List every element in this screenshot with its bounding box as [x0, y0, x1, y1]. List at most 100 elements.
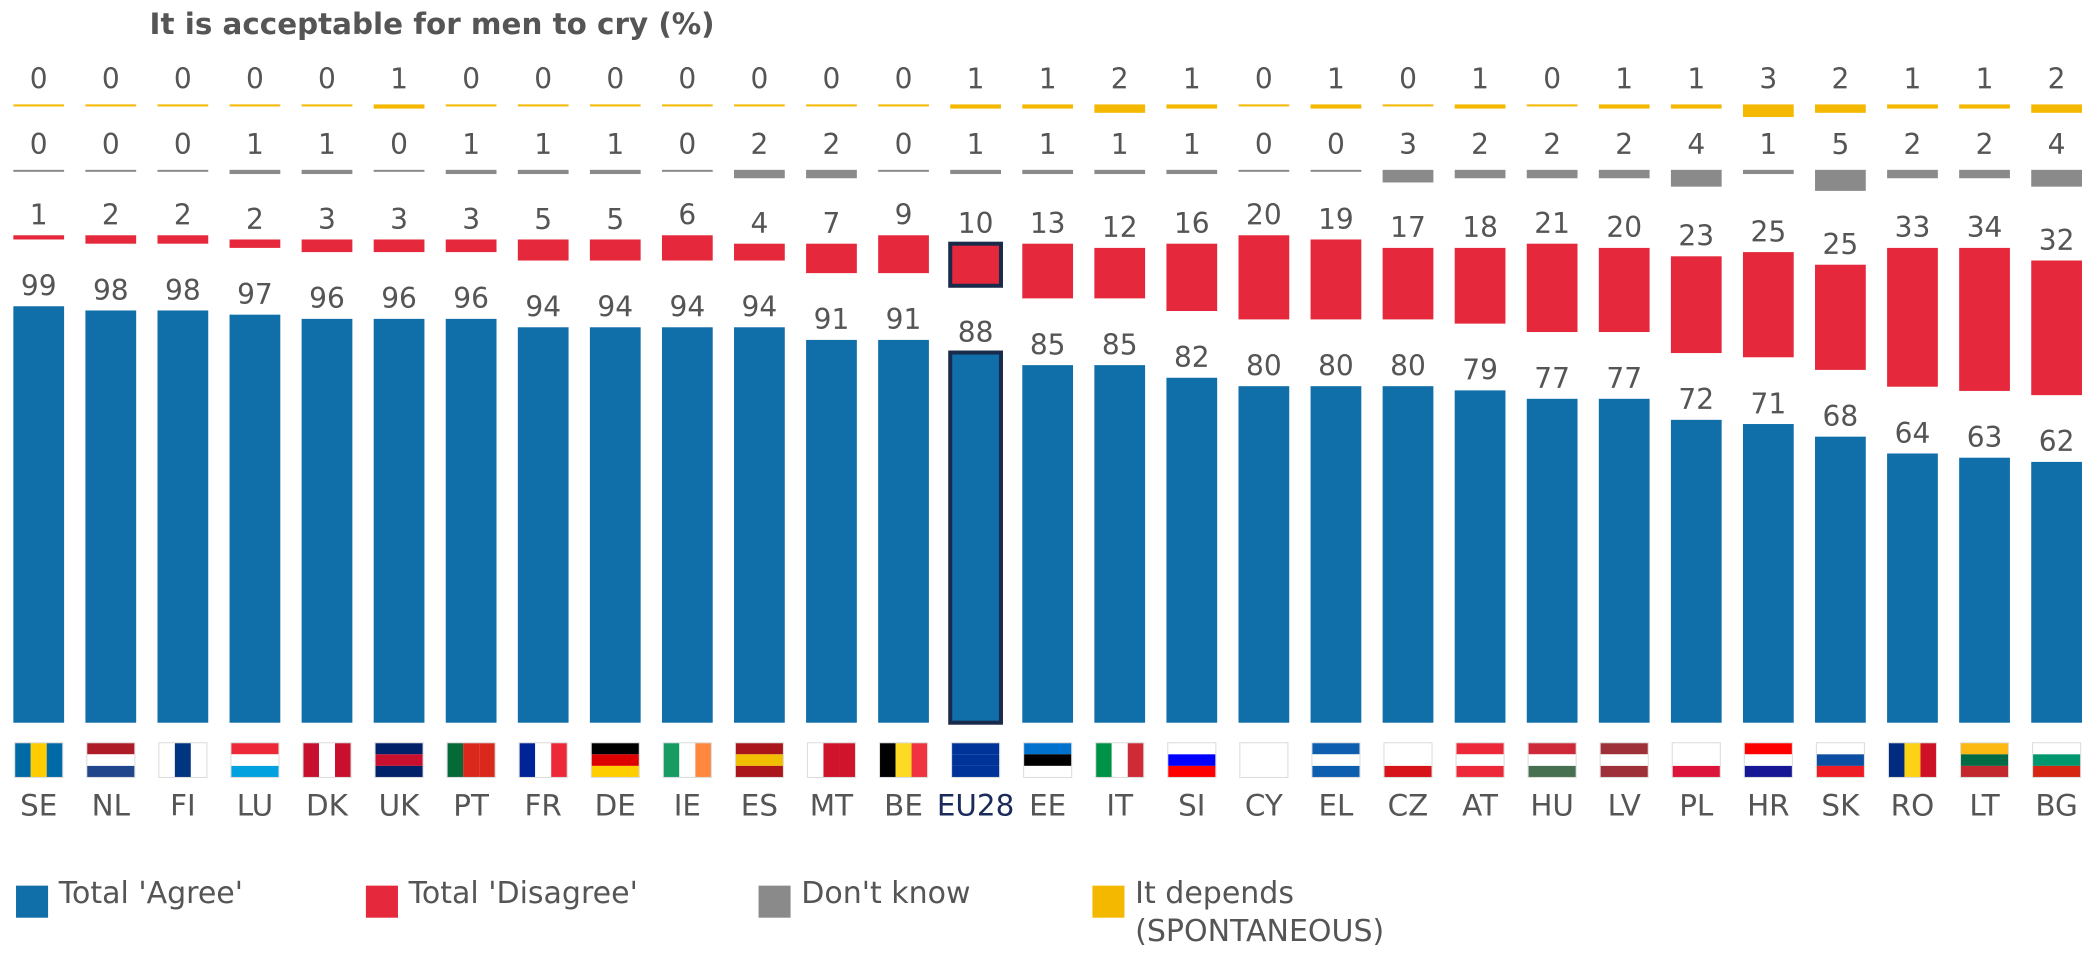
agree-bar	[1310, 386, 1362, 723]
flag-border	[302, 742, 352, 779]
disagree-label: 23	[1678, 220, 1714, 253]
flag-border	[1887, 742, 1938, 779]
disagree-bar	[445, 239, 497, 253]
dontknow-bar	[1598, 169, 1650, 179]
flag-stripe	[879, 742, 896, 778]
agree-bar	[2031, 461, 2082, 723]
agree-bar	[1238, 386, 1290, 723]
depends-bar	[301, 104, 353, 107]
disagree-bar	[1959, 247, 2010, 391]
dontknow-bar	[1238, 169, 1290, 172]
agree-label: 91	[886, 303, 922, 336]
disagree-label: 3	[390, 203, 408, 236]
flag-stripe	[591, 765, 640, 778]
dontknow-label: 2	[1471, 128, 1489, 161]
flag-border	[1599, 742, 1649, 779]
dontknow-bar	[1454, 169, 1506, 179]
flag-stripe	[735, 765, 784, 778]
agree-label: 97	[237, 278, 273, 311]
x-tick-label: EE	[1029, 788, 1066, 822]
flag-stripe	[1239, 765, 1288, 778]
depends-label: 2	[2048, 62, 2066, 95]
x-tick-label: FR	[525, 788, 562, 822]
flag-border	[14, 742, 64, 779]
agree-label: 91	[814, 303, 850, 336]
flag-stripe	[1920, 742, 1937, 778]
disagree-bar	[948, 241, 1003, 288]
disagree-bar	[1094, 247, 1146, 299]
flag-stripe	[1904, 742, 1921, 778]
disagree-bar	[373, 239, 425, 253]
dontknow-label: 2	[750, 128, 768, 161]
flag-stripe	[479, 742, 496, 778]
agree-bar	[1887, 453, 1938, 723]
flag-stripe	[1167, 765, 1216, 778]
agree-bar	[1382, 386, 1434, 723]
flag-border	[1671, 742, 1721, 779]
flag-stripe	[679, 742, 696, 778]
depends-bar	[1454, 104, 1506, 109]
agree-bar	[1094, 365, 1146, 723]
flag-stripe	[335, 742, 352, 778]
flag-stripe	[1744, 742, 1793, 755]
flag-stripe	[823, 742, 840, 778]
depends-label: 0	[823, 62, 841, 95]
x-tick-label: IT	[1106, 788, 1134, 822]
depends-label: 0	[534, 62, 552, 95]
flag-stripe	[807, 742, 824, 778]
flag-stripe	[663, 742, 680, 778]
dontknow-bar	[878, 169, 929, 172]
x-tick-label: NL	[92, 788, 131, 822]
agree-bar	[734, 327, 785, 723]
x-tick-label: SK	[1821, 788, 1860, 822]
flag-stripe	[1816, 765, 1865, 778]
disagree-bar	[1310, 239, 1362, 320]
x-tick-label: HR	[1747, 788, 1790, 822]
depends-bar	[1815, 104, 1866, 113]
flag-stripe	[1167, 742, 1216, 755]
disagree-bar	[1526, 243, 1578, 333]
dontknow-label: 0	[30, 128, 48, 161]
agree-bar	[589, 327, 641, 723]
flag-stripe	[230, 742, 279, 755]
dontknow-label: 1	[1111, 128, 1129, 161]
dontknow-bar	[1310, 169, 1362, 172]
dontknow-bar	[2031, 169, 2082, 187]
agree-bar	[229, 314, 281, 723]
depends-label: 0	[1399, 62, 1417, 95]
flag-stripe	[519, 742, 536, 778]
flag-stripe	[1111, 742, 1128, 778]
x-tick-label: RO	[1891, 788, 1935, 822]
disagree-label: 3	[462, 203, 480, 236]
flag-border	[1527, 742, 1577, 779]
flag-stripe	[551, 742, 568, 778]
disagree-bar	[1382, 247, 1434, 320]
agree-bar	[1815, 436, 1866, 723]
x-tick-label: LU	[237, 788, 273, 822]
dontknow-bar	[1382, 169, 1434, 183]
flag-stripe	[174, 742, 191, 778]
depends-label: 1	[1615, 62, 1633, 95]
depends-bar	[1094, 104, 1146, 113]
depends-label: 1	[1183, 62, 1201, 95]
x-tick-label: MT	[810, 788, 854, 822]
flag-stripe	[1383, 742, 1433, 755]
disagree-bar	[1454, 247, 1506, 324]
agree-label: 72	[1678, 383, 1714, 416]
agree-label: 80	[1390, 349, 1426, 382]
depends-bar	[2031, 104, 2082, 113]
dontknow-label: 1	[1183, 128, 1201, 161]
agree-label: 80	[1246, 349, 1282, 382]
depends-label: 1	[1687, 62, 1705, 95]
agree-label: 71	[1751, 387, 1787, 420]
flag-stripe	[1023, 754, 1072, 766]
flag-stripe	[1816, 754, 1865, 766]
disagree-label: 1	[30, 199, 48, 232]
depends-label: 1	[390, 62, 408, 95]
flag-stripe	[46, 742, 63, 778]
depends-bar	[85, 104, 137, 107]
disagree-bar	[85, 235, 137, 244]
agree-label: 68	[1823, 400, 1859, 433]
flag-stripe	[447, 742, 464, 778]
flag-border	[1743, 742, 1793, 779]
